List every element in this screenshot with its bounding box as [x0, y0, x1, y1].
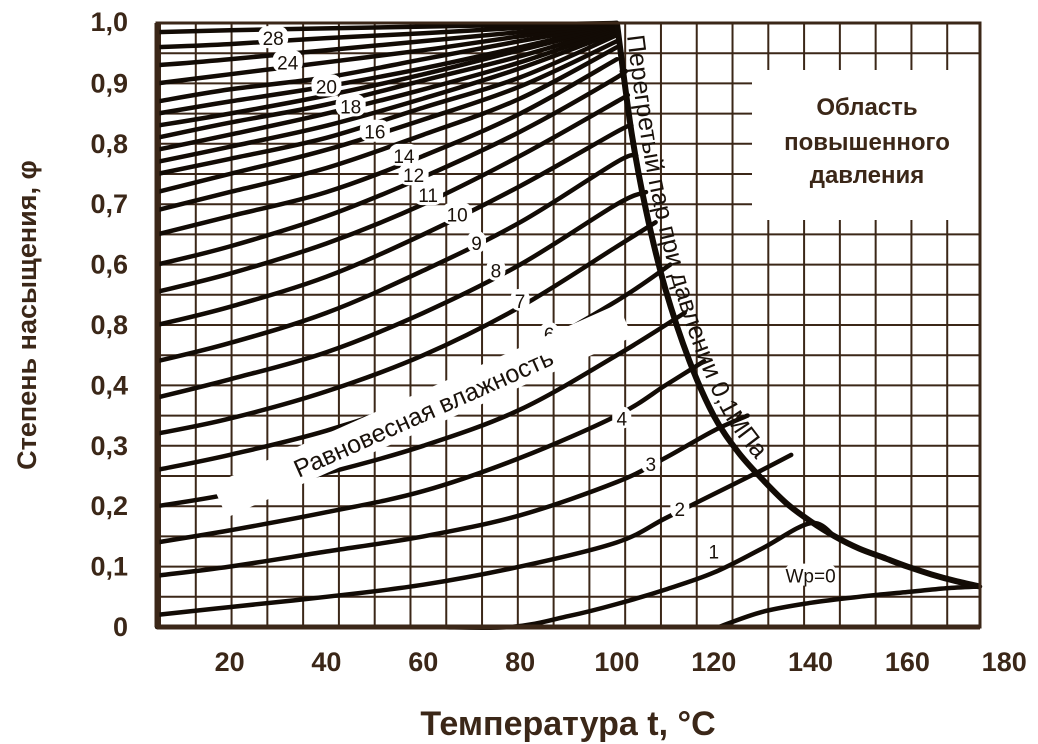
- moisture-curve-10: [154, 123, 634, 328]
- annotation-bg: [212, 304, 633, 518]
- curve-label-bg: [335, 94, 366, 117]
- curve-label: 14: [393, 147, 415, 168]
- y-axis-title: Степень насыщения, φ: [12, 160, 42, 470]
- y-tick-label: 0,4: [90, 370, 128, 400]
- curve-label-bg: [272, 50, 303, 73]
- y-tick-label: 0,1: [90, 552, 128, 582]
- curve-label: Wp=0: [785, 567, 835, 588]
- moisture-curve-20: [154, 24, 620, 141]
- boundary-curve: [613, 22, 981, 590]
- curve-label-bg: [388, 143, 419, 166]
- curve-label: 16: [364, 123, 385, 144]
- moisture-curve-8: [154, 189, 649, 400]
- region-label-line-1: Область: [816, 94, 917, 121]
- moisture-curve: [154, 22, 620, 116]
- curve-label: 11: [418, 186, 438, 207]
- moisture-curve-24: [154, 21, 620, 104]
- x-tick-labels: 20 40 60 80 100 120 140 160 180: [215, 647, 1027, 677]
- region-label-line-3: давления: [810, 162, 925, 189]
- axes-frame: [154, 21, 982, 630]
- curve-label-bg: [784, 563, 837, 586]
- curve-label: 28: [263, 29, 284, 50]
- moisture-curve: [154, 20, 620, 35]
- x-tick-label: 40: [311, 647, 341, 677]
- curve-label-bg: [670, 497, 690, 520]
- curve-label-bg: [359, 119, 390, 142]
- curve-label-bg: [413, 183, 444, 206]
- curve-label: 10: [447, 205, 468, 226]
- curve-label: 24: [277, 53, 299, 74]
- x-tick-label: 120: [691, 647, 736, 677]
- x-tick-label: 20: [215, 647, 245, 677]
- curve-label-bg: [486, 258, 506, 281]
- curve-label: 1: [708, 543, 719, 564]
- curve-label: 20: [316, 77, 337, 98]
- curve-label: 7: [515, 292, 526, 313]
- y-tick-label: 0,3: [90, 431, 128, 461]
- curve-label-bg: [398, 163, 429, 186]
- x-tick-label: 100: [594, 647, 639, 677]
- y-tick-label: 0,6: [90, 250, 128, 280]
- curve-label-bg: [612, 406, 632, 429]
- curve-label: 4: [616, 410, 627, 431]
- moisture-curve-28: [154, 20, 620, 50]
- moisture-curve-7: [154, 220, 658, 436]
- x-tick-label: 60: [408, 647, 438, 677]
- curve-label-bg: [510, 288, 530, 311]
- moisture-curve: [154, 44, 620, 213]
- curve-label-bg: [442, 202, 473, 225]
- y-tick-label: 0,8: [90, 129, 128, 159]
- moisture-curve-0: [716, 584, 983, 630]
- moisture-curve: [154, 32, 620, 177]
- curve-label-bg: [311, 74, 342, 97]
- y-tick-label: 0,8: [90, 310, 128, 340]
- curve-label: 3: [646, 455, 657, 476]
- curve-label: 12: [403, 166, 424, 187]
- curve-label: 18: [340, 97, 361, 118]
- moisture-curve: [154, 21, 620, 86]
- curve-label-bg: [467, 230, 487, 253]
- y-tick-label: 1,0: [90, 7, 128, 37]
- curve-label-bg: [258, 26, 289, 49]
- y-tick-label: 0: [113, 612, 128, 642]
- curve-label-bg: [641, 451, 661, 474]
- moisture-curve: [154, 23, 620, 128]
- y-tick-label: 0,7: [90, 189, 128, 219]
- moisture-curve-3: [154, 413, 750, 578]
- x-tick-label: 140: [788, 647, 833, 677]
- moisture-curve-9: [154, 152, 639, 364]
- region-label-box: Область повышенного давления: [752, 70, 982, 220]
- x-tick-label: 80: [505, 647, 535, 677]
- moisture-curve-4: [154, 358, 707, 545]
- curve-label-bg: [704, 539, 724, 562]
- curve-label: 2: [675, 500, 686, 521]
- x-tick-label: 160: [885, 647, 930, 677]
- y-tick-labels: 0 0,1 0,2 0,3 0,4 0,8 0,6 0,7 0,8 0,9 1,0: [90, 7, 128, 642]
- x-axis-title: Температура t, °C: [420, 705, 715, 743]
- region-label-line-2: повышенного: [784, 129, 950, 156]
- moisture-curve-14: [154, 56, 620, 237]
- moisture-curve: [154, 20, 620, 68]
- x-tick-label: 180: [982, 647, 1027, 677]
- moisture-curve-2: [154, 452, 794, 618]
- curve-label: 8: [491, 262, 502, 283]
- curve-labels: 28242018161412111098764321Wp=0: [258, 26, 837, 588]
- y-tick-label: 0,2: [90, 491, 128, 521]
- moisture-curve-18: [154, 29, 620, 165]
- y-tick-label: 0,9: [90, 68, 128, 98]
- moisture-curve: [154, 26, 620, 153]
- moisture-curves: [154, 20, 983, 631]
- curve-label: 9: [471, 234, 482, 255]
